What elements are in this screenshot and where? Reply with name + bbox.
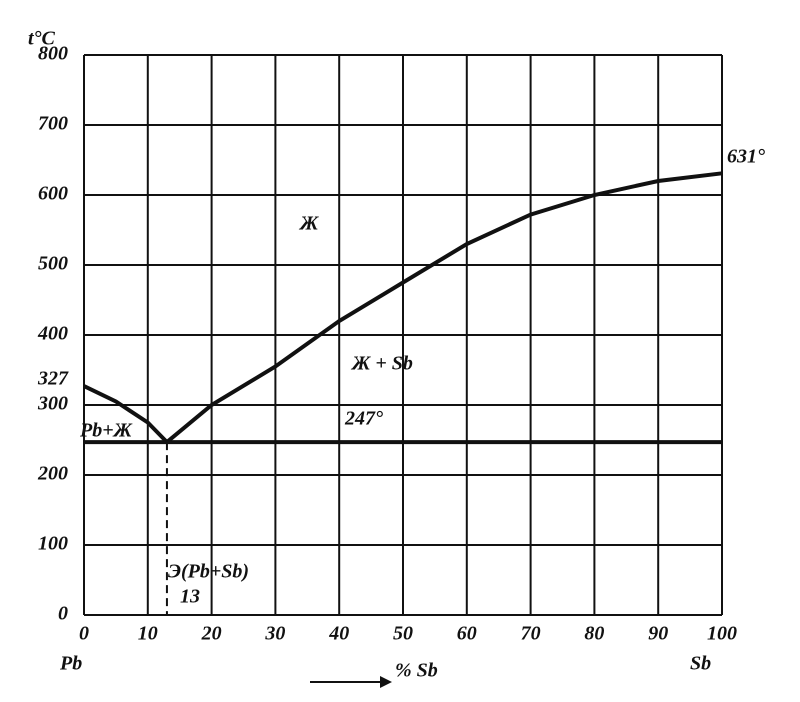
- y-tick-label: 100: [38, 533, 68, 555]
- annotation: 247°: [344, 408, 383, 430]
- y-tick-label: 300: [37, 393, 68, 415]
- y-tick-label: 0: [58, 603, 68, 625]
- y-tick-label: 400: [37, 323, 68, 345]
- x-axis-label: % Sb: [395, 660, 438, 682]
- x-tick-label: 30: [264, 623, 285, 645]
- y-axis-label: t°C: [28, 28, 56, 50]
- annotation: Pb+Ж: [79, 420, 133, 442]
- y-tick-label: 500: [38, 253, 68, 275]
- annotation: 13: [180, 586, 200, 608]
- annotation: Ж: [298, 213, 319, 235]
- arrow-head: [380, 676, 392, 688]
- annotation: 631°: [727, 146, 765, 168]
- y-tick-label: 600: [38, 183, 68, 205]
- x-tick-label: 80: [584, 623, 604, 645]
- x-tick-label: 60: [457, 623, 477, 645]
- curve: [165, 171, 723, 444]
- y-tick-label: 700: [38, 113, 68, 135]
- curve: [83, 384, 169, 444]
- y-tick-label: 200: [37, 463, 68, 485]
- annotation: Э(Pb+Sb): [168, 561, 249, 583]
- x-tick-label: 50: [393, 623, 413, 645]
- x-tick-label: 40: [328, 623, 349, 645]
- annotation: Ж + Sb: [350, 353, 413, 375]
- x-tick-label: 100: [707, 623, 737, 645]
- x-tick-label: 20: [201, 623, 222, 645]
- y-tick-label: 327: [37, 368, 69, 390]
- x-start-label: Pb: [59, 653, 82, 675]
- y-tick-label: 800: [38, 43, 68, 65]
- x-end-label: Sb: [690, 653, 711, 675]
- x-tick-label: 70: [521, 623, 541, 645]
- x-tick-label: 0: [79, 623, 89, 645]
- x-tick-label: 10: [138, 623, 158, 645]
- x-tick-label: 90: [648, 623, 668, 645]
